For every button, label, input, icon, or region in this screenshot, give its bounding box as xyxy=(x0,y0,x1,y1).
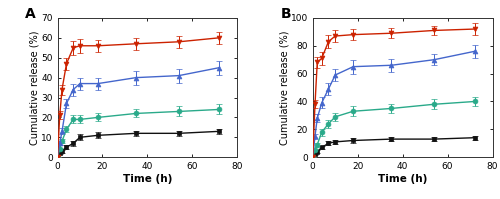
Text: B: B xyxy=(280,7,291,21)
Text: A: A xyxy=(25,7,36,21)
X-axis label: Time (h): Time (h) xyxy=(378,174,428,184)
Y-axis label: Cumulative release (%): Cumulative release (%) xyxy=(279,30,289,145)
X-axis label: Time (h): Time (h) xyxy=(122,174,172,184)
Y-axis label: Cumulative release (%): Cumulative release (%) xyxy=(30,30,40,145)
